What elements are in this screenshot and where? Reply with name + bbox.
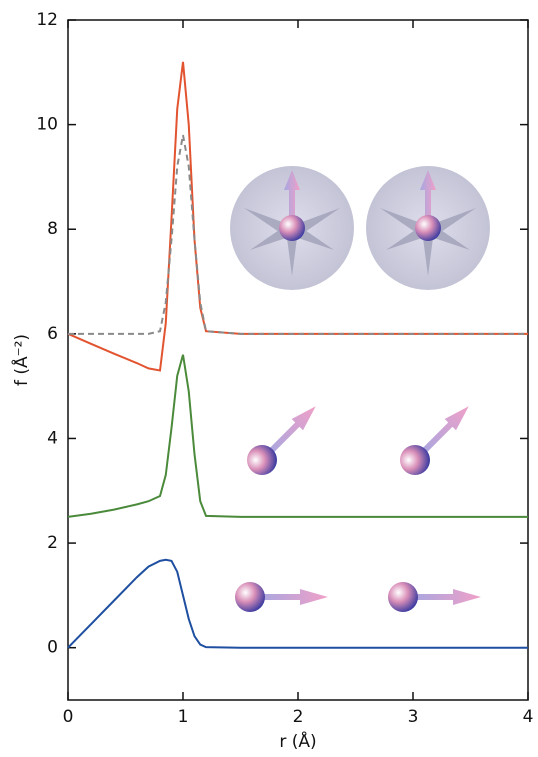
y-tick-label: 10: [36, 115, 58, 135]
x-tick-label: 0: [63, 707, 74, 727]
line-series: [67, 354, 528, 518]
line-series: [67, 558, 528, 649]
x-tick-label: 4: [523, 707, 534, 727]
x-axis-label: r (Å): [279, 730, 316, 752]
y-tick-label: 0: [47, 638, 58, 658]
x-tick-label: 1: [178, 707, 189, 727]
y-tick-label: 8: [47, 219, 58, 239]
y-tick-label: 4: [47, 428, 58, 448]
line-series: [68, 134, 528, 335]
y-tick-label: 2: [47, 533, 58, 553]
x-tick-label: 3: [408, 707, 419, 727]
y-axis-label: f (Å⁻²): [10, 334, 32, 386]
y-tick-label: 12: [36, 10, 58, 30]
x-tick-label: 2: [293, 707, 304, 727]
y-tick-label: 6: [47, 324, 58, 344]
illustration: [230, 166, 490, 612]
